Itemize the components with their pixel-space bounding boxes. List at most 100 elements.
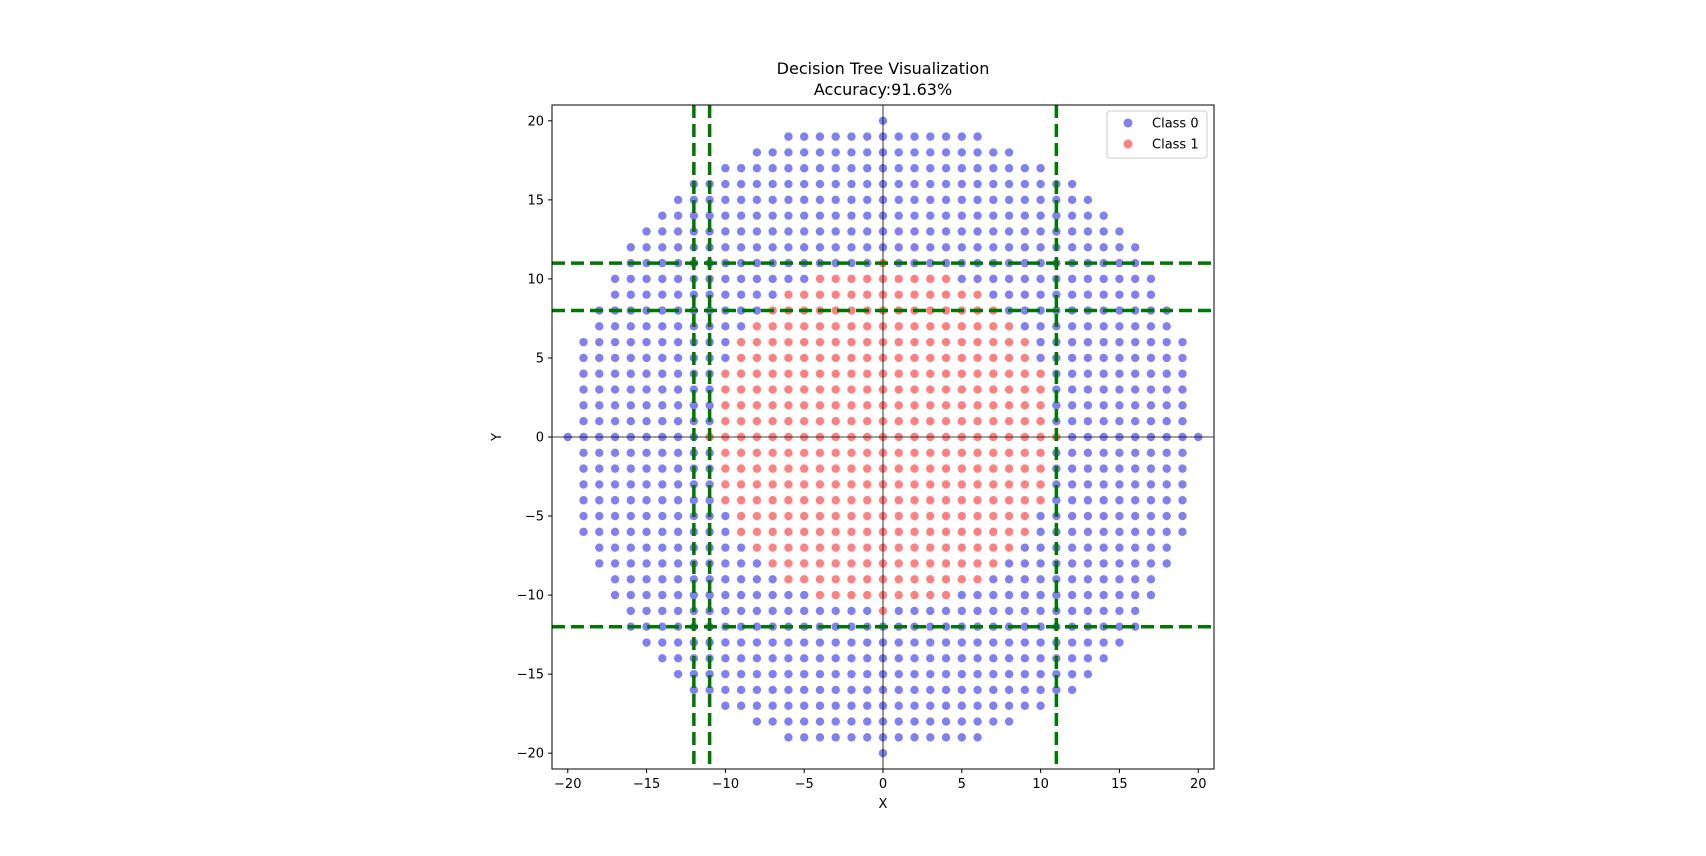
point-class-0 bbox=[799, 211, 809, 220]
point-class-1 bbox=[752, 369, 762, 378]
point-class-1 bbox=[815, 464, 825, 473]
point-class-0 bbox=[894, 195, 903, 205]
point-class-0 bbox=[973, 227, 982, 236]
point-class-0 bbox=[1036, 164, 1045, 173]
chart-title: Decision Tree Visualization bbox=[777, 59, 990, 78]
point-class-0 bbox=[658, 480, 667, 489]
point-class-0 bbox=[910, 685, 919, 695]
point-class-0 bbox=[1052, 496, 1061, 505]
point-class-0 bbox=[1146, 322, 1156, 331]
point-class-0 bbox=[1020, 685, 1030, 695]
point-class-0 bbox=[768, 148, 777, 157]
point-class-0 bbox=[973, 243, 982, 252]
point-class-0 bbox=[673, 464, 683, 473]
point-class-1 bbox=[1020, 448, 1030, 458]
point-class-1 bbox=[957, 337, 967, 347]
point-class-1 bbox=[736, 385, 746, 394]
point-class-0 bbox=[910, 733, 919, 742]
point-class-0 bbox=[894, 654, 903, 663]
point-class-0 bbox=[1162, 448, 1171, 458]
point-class-0 bbox=[610, 337, 620, 347]
point-class-1 bbox=[847, 543, 856, 552]
point-class-0 bbox=[926, 654, 935, 663]
point-class-1 bbox=[752, 416, 762, 426]
point-class-1 bbox=[863, 527, 872, 537]
point-class-0 bbox=[926, 733, 935, 742]
point-class-1 bbox=[926, 290, 935, 299]
point-class-0 bbox=[784, 243, 793, 252]
point-class-1 bbox=[989, 369, 998, 378]
point-class-0 bbox=[1099, 480, 1108, 489]
point-class-0 bbox=[579, 353, 588, 363]
point-class-0 bbox=[989, 685, 998, 695]
point-class-0 bbox=[831, 227, 840, 236]
point-class-0 bbox=[752, 243, 762, 252]
point-class-1 bbox=[847, 401, 856, 410]
point-class-1 bbox=[989, 448, 998, 458]
point-class-0 bbox=[1115, 496, 1124, 505]
point-class-0 bbox=[1130, 416, 1140, 426]
point-class-1 bbox=[1036, 496, 1045, 505]
point-class-0 bbox=[658, 290, 667, 299]
point-class-0 bbox=[626, 606, 636, 616]
point-class-0 bbox=[957, 717, 967, 726]
point-class-1 bbox=[910, 353, 919, 363]
point-class-0 bbox=[721, 322, 730, 331]
point-class-0 bbox=[1004, 590, 1014, 600]
point-class-0 bbox=[1036, 511, 1045, 521]
point-class-0 bbox=[1083, 511, 1093, 521]
point-class-0 bbox=[1036, 353, 1045, 363]
point-class-0 bbox=[1130, 480, 1140, 489]
point-class-0 bbox=[973, 685, 982, 695]
point-class-0 bbox=[1130, 622, 1140, 631]
point-class-0 bbox=[1004, 701, 1014, 710]
point-class-0 bbox=[658, 654, 667, 663]
point-class-0 bbox=[1036, 701, 1045, 710]
point-class-0 bbox=[579, 369, 588, 378]
point-class-1 bbox=[752, 480, 762, 489]
point-class-1 bbox=[894, 480, 903, 489]
point-class-0 bbox=[1115, 606, 1124, 616]
point-class-0 bbox=[1067, 290, 1077, 299]
point-class-0 bbox=[752, 669, 762, 679]
point-class-1 bbox=[847, 511, 856, 521]
point-class-0 bbox=[1067, 179, 1077, 189]
point-class-1 bbox=[815, 290, 825, 299]
point-class-1 bbox=[752, 496, 762, 505]
point-class-1 bbox=[863, 511, 872, 521]
point-class-0 bbox=[1020, 258, 1030, 268]
point-class-0 bbox=[689, 590, 699, 600]
point-class-0 bbox=[831, 258, 840, 268]
point-class-1 bbox=[1036, 369, 1045, 378]
point-class-1 bbox=[752, 353, 762, 363]
point-class-0 bbox=[910, 669, 919, 679]
point-class-1 bbox=[768, 543, 777, 552]
point-class-1 bbox=[721, 464, 730, 473]
point-class-0 bbox=[1146, 496, 1156, 505]
point-class-1 bbox=[736, 353, 746, 363]
point-class-0 bbox=[752, 575, 762, 584]
point-class-0 bbox=[926, 669, 935, 679]
point-class-0 bbox=[863, 685, 872, 695]
point-class-0 bbox=[1020, 306, 1030, 315]
point-class-0 bbox=[847, 701, 856, 710]
point-class-1 bbox=[1036, 416, 1045, 426]
point-class-0 bbox=[894, 227, 903, 236]
point-class-0 bbox=[721, 227, 730, 236]
point-class-0 bbox=[595, 353, 604, 363]
point-class-0 bbox=[957, 211, 967, 220]
point-class-0 bbox=[1036, 322, 1045, 331]
point-class-0 bbox=[1099, 543, 1108, 552]
point-class-0 bbox=[863, 211, 872, 220]
point-class-0 bbox=[721, 543, 730, 552]
point-class-1 bbox=[973, 559, 982, 568]
point-class-0 bbox=[784, 717, 793, 726]
point-class-0 bbox=[752, 685, 762, 695]
point-class-0 bbox=[957, 132, 967, 141]
point-class-1 bbox=[784, 416, 793, 426]
point-class-0 bbox=[768, 274, 777, 284]
point-class-1 bbox=[957, 575, 967, 584]
point-class-0 bbox=[595, 385, 604, 394]
point-class-0 bbox=[768, 685, 777, 695]
point-class-0 bbox=[1083, 480, 1093, 489]
